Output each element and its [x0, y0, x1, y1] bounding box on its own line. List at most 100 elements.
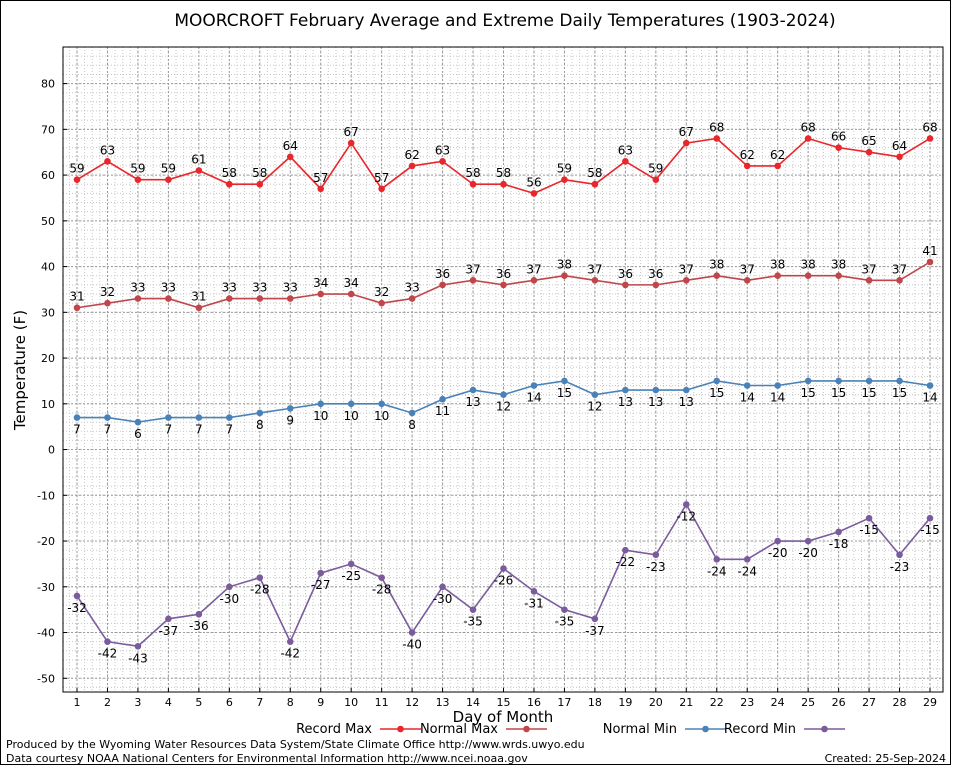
- normal-max-data-label: 38: [557, 258, 572, 272]
- record-min-data-label: -23: [646, 560, 666, 574]
- normal-min-data-label: 10: [374, 409, 389, 423]
- record-min-data-label: -30: [433, 592, 453, 606]
- record-max-point: [500, 180, 507, 188]
- record-max-data-label: 65: [861, 134, 876, 148]
- record-min-point: [165, 615, 172, 623]
- normal-min-point: [500, 391, 507, 398]
- normal-min-data-label: 15: [861, 386, 876, 400]
- normal-max-data-label: 38: [709, 258, 724, 272]
- record-max-point: [347, 139, 355, 147]
- record-min-data-label: -27: [311, 578, 331, 592]
- normal-min-point: [591, 391, 599, 398]
- record-max-data-label: 58: [465, 166, 480, 180]
- record-max-point: [408, 162, 416, 170]
- x-tick-label: 12: [405, 696, 419, 709]
- x-tick-label: 24: [771, 696, 785, 709]
- record-max-data-label: 62: [740, 148, 755, 162]
- record-max-point: [865, 148, 873, 156]
- record-min-point: [652, 551, 660, 559]
- record-max-data-label: 63: [618, 143, 633, 157]
- record-min-data-label: -30: [220, 592, 240, 606]
- record-max-data-label: 66: [831, 130, 846, 144]
- record-min-point: [896, 551, 903, 559]
- normal-min-data-label: 15: [892, 386, 907, 400]
- record-min-point: [104, 638, 111, 645]
- legend-label-record-max: Record Max: [296, 722, 372, 737]
- record-max-data-label: 64: [892, 139, 907, 153]
- normal-max-data-label: 33: [404, 281, 419, 295]
- record-min-point: [347, 560, 355, 568]
- record-min-data-label: -43: [128, 651, 148, 665]
- record-max-data-label: 68: [801, 120, 816, 134]
- record-max-point: [804, 135, 812, 142]
- record-max-data-label: 57: [374, 171, 389, 185]
- record-max-data-label: 62: [770, 148, 785, 162]
- record-min-data-label: -28: [250, 583, 270, 597]
- y-tick-label: 30: [41, 306, 55, 319]
- normal-min-point: [73, 414, 81, 421]
- x-tick-label: 21: [679, 696, 693, 709]
- record-min-point: [286, 638, 294, 645]
- normal-min-data-label: 14: [770, 391, 785, 405]
- record-max-data-label: 63: [435, 143, 450, 157]
- record-max-point: [774, 162, 781, 170]
- record-max-data-label: 68: [922, 120, 937, 134]
- record-max-data-label: 59: [161, 162, 176, 176]
- record-min-data-label: -20: [798, 546, 818, 560]
- normal-min-point: [408, 409, 416, 417]
- record-max-point: [317, 185, 325, 193]
- legend-label-record-min: Record Min: [724, 722, 796, 737]
- normal-min-point: [682, 386, 690, 394]
- normal-max-point: [835, 272, 842, 280]
- record-min-point: [73, 592, 81, 600]
- record-min-point: [378, 574, 385, 581]
- normal-max-point: [713, 272, 721, 280]
- record-max-point: [195, 167, 203, 174]
- normal-max-data-label: 33: [161, 281, 176, 295]
- record-min-data-label: -31: [524, 596, 544, 610]
- normal-min-data-label: 10: [344, 409, 359, 423]
- x-tick-label: 13: [436, 696, 450, 709]
- record-max-point: [134, 176, 142, 183]
- record-max-data-label: 68: [709, 120, 724, 134]
- normal-max-data-label: 37: [892, 262, 907, 276]
- normal-max-point: [73, 304, 81, 312]
- normal-min-point: [926, 382, 934, 389]
- normal-max-point: [926, 258, 934, 266]
- normal-min-data-label: 7: [226, 423, 234, 437]
- normal-max-data-label: 41: [922, 244, 937, 258]
- normal-min-point: [865, 377, 873, 385]
- x-tick-label: 3: [134, 696, 141, 709]
- record-max-data-label: 59: [130, 162, 145, 176]
- normal-max-point: [591, 276, 599, 284]
- normal-min-point: [743, 382, 751, 389]
- normal-max-data-label: 33: [222, 281, 237, 295]
- record-min-point: [591, 615, 599, 623]
- x-tick-label: 1: [74, 696, 81, 709]
- footer-produced-by: Produced by the Wyoming Water Resources …: [6, 738, 585, 751]
- normal-max-data-label: 38: [831, 258, 846, 272]
- record-min-point: [408, 629, 416, 636]
- legend-marker-record-min: [821, 725, 828, 733]
- normal-min-data-label: 15: [801, 386, 816, 400]
- normal-min-point: [713, 377, 721, 385]
- normal-max-data-label: 37: [465, 262, 480, 276]
- normal-max-point: [134, 295, 142, 302]
- normal-max-point: [561, 272, 568, 280]
- record-max-data-label: 58: [587, 166, 602, 180]
- record-min-point: [469, 606, 477, 613]
- x-tick-label: 20: [649, 696, 663, 709]
- normal-min-point: [378, 400, 385, 408]
- normal-max-point: [286, 295, 294, 302]
- normal-max-data-label: 36: [496, 267, 511, 281]
- normal-max-point: [652, 281, 660, 289]
- normal-max-data-label: 31: [69, 290, 84, 304]
- record-min-point: [713, 556, 721, 563]
- footer-data-courtesy: Data courtesy NOAA National Centers for …: [6, 752, 528, 765]
- normal-max-point: [500, 281, 507, 289]
- record-min-point: [195, 610, 203, 618]
- record-max-data-label: 56: [526, 175, 541, 189]
- record-min-point: [743, 556, 751, 563]
